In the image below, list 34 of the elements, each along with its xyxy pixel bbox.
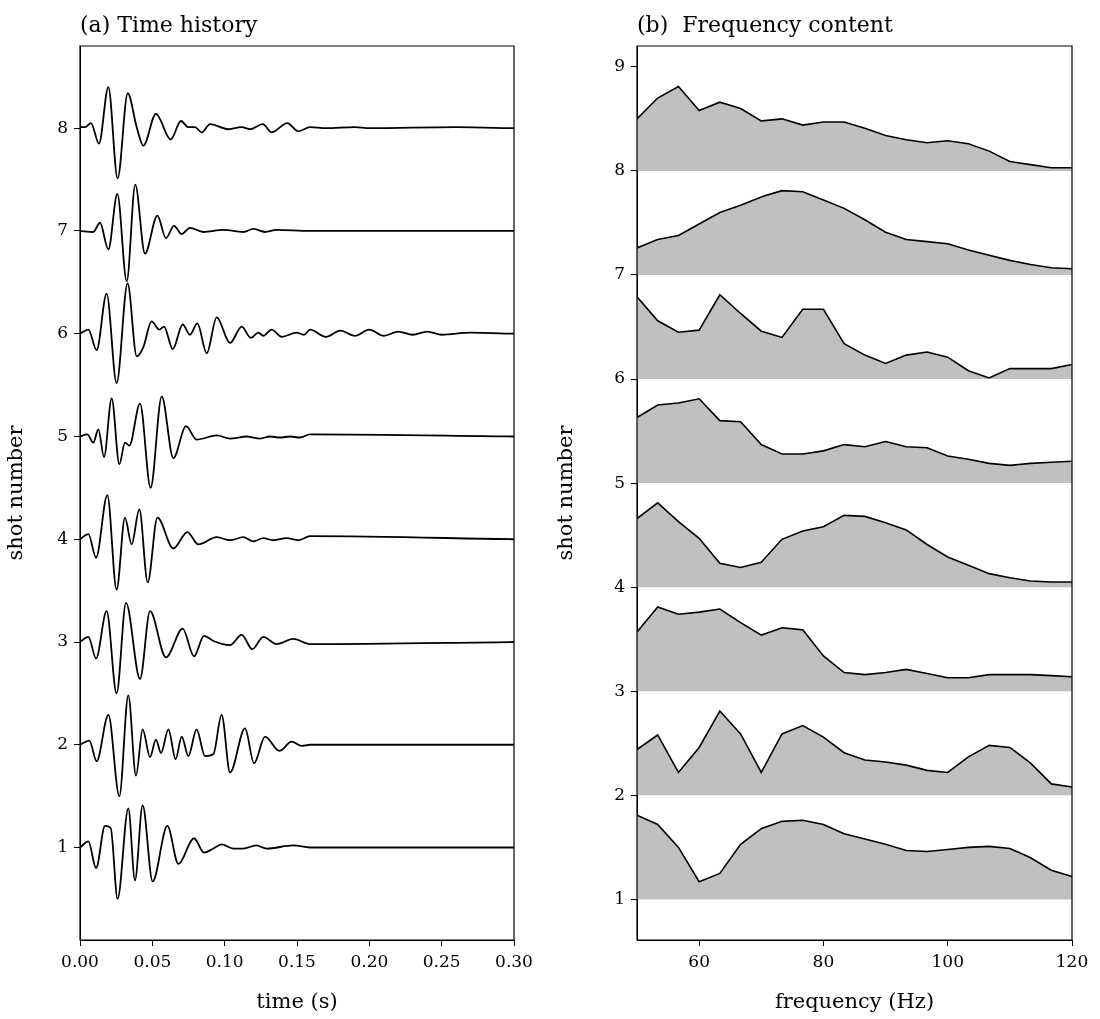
x-tick-label: 60 — [688, 950, 710, 971]
y-tick-label: 7 — [614, 263, 625, 284]
y-tick-label: 6 — [614, 367, 625, 388]
y-tick-label: 5 — [57, 424, 68, 445]
x-tick-label: 0.30 — [495, 950, 533, 971]
x-tick-label: 100 — [931, 950, 964, 971]
y-tick-label: 1 — [614, 887, 625, 908]
x-tick-label: 0.05 — [133, 950, 172, 971]
chart-title: (a) Time history — [80, 12, 258, 37]
x-tick-label: 120 — [1055, 950, 1089, 971]
y-tick-label: 2 — [57, 733, 68, 754]
y-tick-label: 3 — [57, 630, 68, 651]
x-axis-title: frequency (Hz) — [774, 988, 935, 1013]
y-tick-label: 8 — [57, 116, 68, 137]
x-axis-title: time (s) — [256, 988, 338, 1013]
y-tick-label: 3 — [614, 679, 625, 700]
y-tick-label: 1 — [57, 835, 68, 856]
x-tick-label: 0.15 — [278, 950, 316, 971]
y-tick-label: 5 — [614, 471, 625, 492]
chart-title: (b) Frequency content — [637, 12, 893, 37]
y-tick-label: 4 — [614, 575, 625, 596]
y-tick-label: 6 — [57, 322, 68, 343]
y-axis-title: shot number — [553, 424, 578, 561]
x-tick-label: 0.20 — [350, 950, 389, 971]
y-axis-title: shot number — [3, 424, 28, 561]
y-tick-label: 2 — [614, 783, 625, 804]
x-tick-label: 80 — [812, 950, 835, 971]
y-tick-label: 8 — [614, 159, 625, 180]
y-tick-label: 9 — [614, 55, 625, 76]
y-tick-label: 4 — [57, 527, 68, 548]
y-tick-label: 7 — [57, 219, 68, 240]
x-tick-label: 0.00 — [61, 950, 99, 971]
x-tick-label: 0.25 — [422, 950, 461, 971]
x-tick-label: 0.10 — [205, 950, 244, 971]
